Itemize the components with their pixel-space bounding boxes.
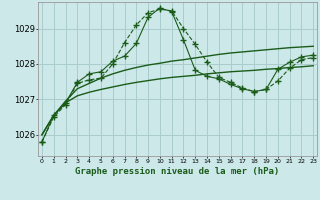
X-axis label: Graphe pression niveau de la mer (hPa): Graphe pression niveau de la mer (hPa) [76, 167, 280, 176]
